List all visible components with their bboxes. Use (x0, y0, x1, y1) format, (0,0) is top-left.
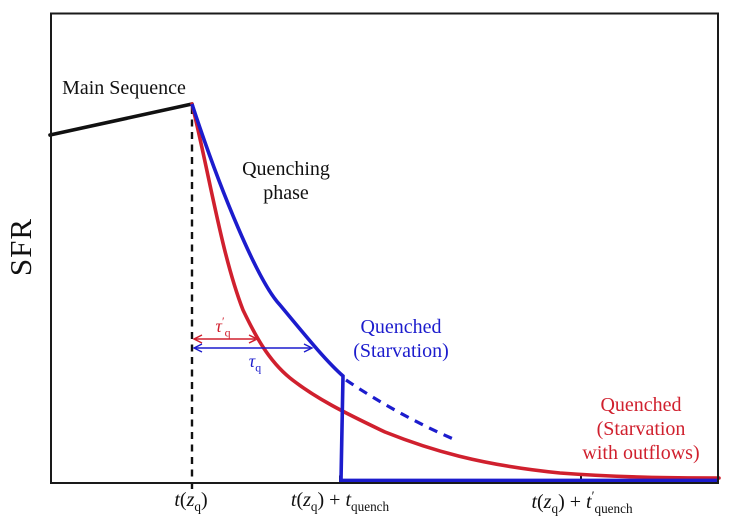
x-tick-label-tzq-plus-tquench-prime: t(zq) + t′quench (531, 488, 633, 516)
quenched-outflows-label: Quenched (Starvation with outflows) (582, 394, 700, 464)
quenching-phase-label: Quenching phase (242, 158, 330, 204)
x-tick-label-tzq: t(zq) (174, 489, 208, 514)
tau-q-label: τq (248, 351, 262, 375)
y-axis-label: SFR (3, 217, 38, 277)
quenched-starvation-label: Quenched (Starvation) (353, 316, 449, 362)
main-sequence-label: Main Sequence (62, 77, 186, 99)
tau-q-prime-label: τ′q (215, 314, 231, 340)
x-tick-label-tzq-plus-tquench: t(zq) + tquench (290, 489, 390, 514)
